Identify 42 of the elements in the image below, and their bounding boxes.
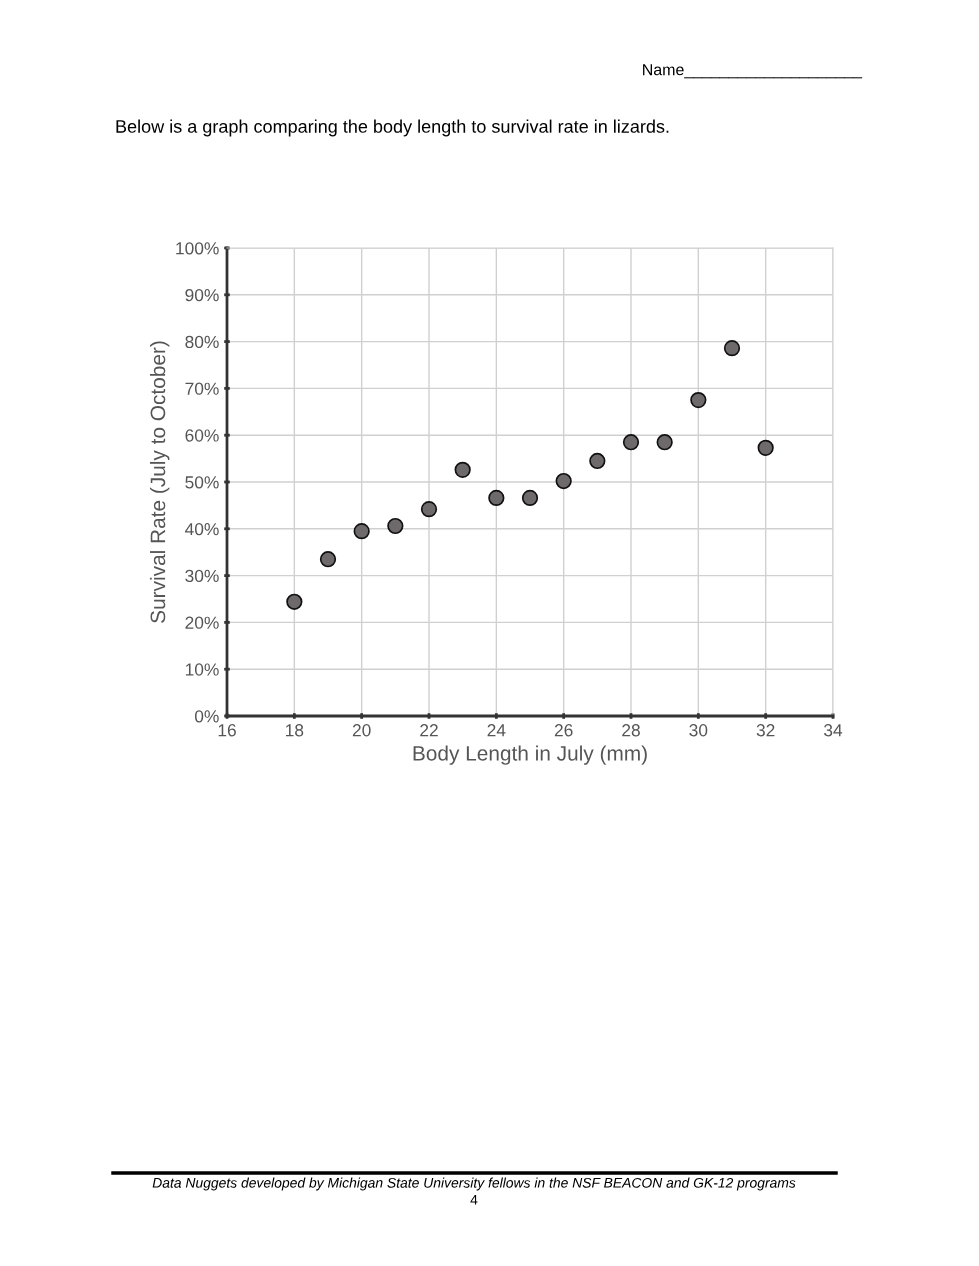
y-tick-label: 60% xyxy=(185,429,219,442)
y-axis-title: Survival Rate (July to October) xyxy=(149,341,170,623)
point xyxy=(656,434,673,451)
y-tick-label: 40% xyxy=(185,522,219,536)
point xyxy=(723,340,741,357)
point xyxy=(589,452,606,470)
x-tick-label: 32 xyxy=(756,724,775,737)
x-tick-label: 34 xyxy=(824,724,843,737)
point xyxy=(319,551,337,568)
point xyxy=(353,523,370,540)
x-tick-label: 28 xyxy=(622,724,640,737)
point xyxy=(622,434,640,451)
y-tick-label: 20% xyxy=(185,616,219,629)
x-tick-label: 26 xyxy=(554,724,573,737)
y-tick-label: 100% xyxy=(176,242,219,255)
y-tick-label: 30% xyxy=(185,569,219,583)
x-axis-title: Body Length in July (mm) xyxy=(413,745,647,765)
point xyxy=(488,489,505,507)
point xyxy=(420,501,438,518)
y-tick-label: 50% xyxy=(185,476,219,489)
x-tick-label: 16 xyxy=(218,724,236,737)
point xyxy=(387,517,404,535)
text: 4 xyxy=(470,1195,478,1205)
point xyxy=(454,461,471,478)
point xyxy=(286,593,303,610)
point xyxy=(690,391,707,409)
y-tick-label: 0% xyxy=(194,710,219,723)
x-tick-label: 22 xyxy=(420,724,438,737)
chart-title: Below is a graph comparing the body length to survival rate in lizards. xyxy=(116,119,669,137)
text: Name____________________ xyxy=(643,64,863,79)
y-tick-label: 80% xyxy=(185,335,219,349)
x-tick-label: 18 xyxy=(286,724,304,737)
y-tick-label: 10% xyxy=(185,663,219,676)
x-tick-label: 30 xyxy=(689,724,708,737)
point xyxy=(555,472,572,490)
text: Data Nuggets developed by Michigan State University fellows in the NSF BEACON and GK-12 programs xyxy=(152,1177,796,1191)
x-tick-label: 20 xyxy=(352,724,371,737)
y-tick-label: 90% xyxy=(185,288,219,302)
y-tick-label: 70% xyxy=(185,382,219,395)
point xyxy=(521,489,539,507)
point xyxy=(757,439,774,456)
x-tick-label: 24 xyxy=(487,724,506,737)
